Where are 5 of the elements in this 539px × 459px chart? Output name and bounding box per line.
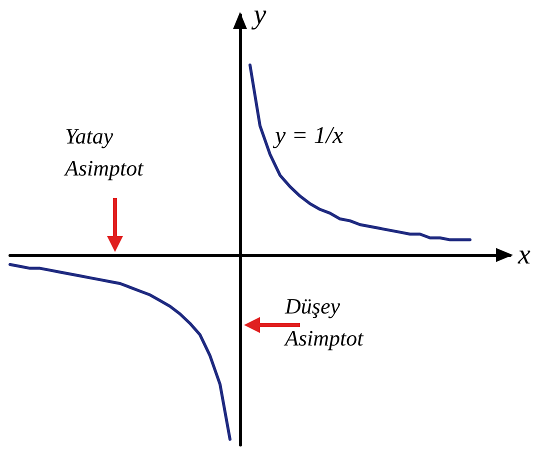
x-axis-title: x — [517, 240, 531, 270]
annotation: Düşey Asimptot — [283, 294, 364, 350]
y-axis-title: y — [250, 0, 267, 30]
annotation: Yatay Asimptot — [63, 124, 144, 180]
annotation: y = 1/x — [273, 123, 344, 149]
